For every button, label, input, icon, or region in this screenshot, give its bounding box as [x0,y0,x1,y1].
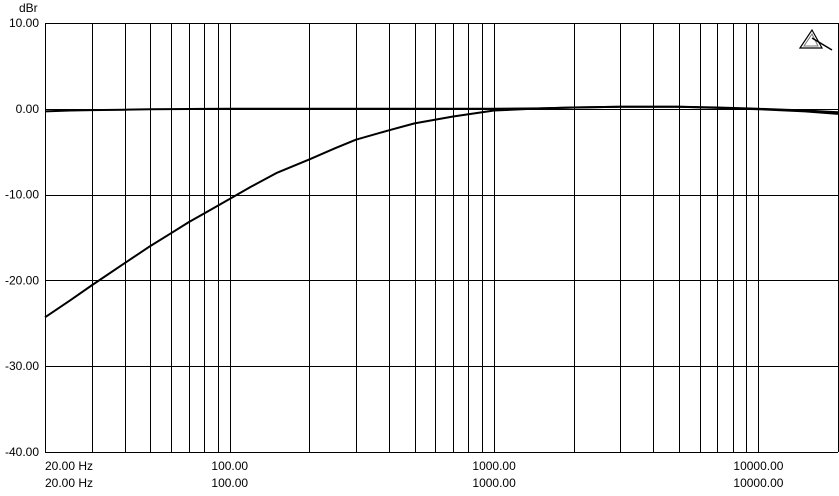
series-line-2 [44,105,839,319]
x-tick-label: 1000.00 [472,476,516,490]
triangle-pen-icon[interactable] [798,28,833,51]
x-tick-label: 1000.00 [472,459,516,473]
y-tick-label: 10.00 [9,16,39,30]
y-tick-label: -20.00 [5,273,39,287]
x-tick-label: 100.00 [211,459,248,473]
x-tick-label: 10000.00 [733,459,783,473]
y-tick-label: -30.00 [5,359,39,373]
y-axis-label: dBr [19,1,38,15]
y-tick-label: -10.00 [5,188,39,202]
x-tick-label: 10000.00 [733,476,783,490]
y-tick-label: 0.00 [16,102,40,116]
x-tick-label: 20.00 Hz [45,476,93,490]
y-tick-label: -40.00 [5,445,39,459]
x-tick-label: 20.00 Hz [45,459,93,473]
x-tick-label: 100.00 [211,476,248,490]
